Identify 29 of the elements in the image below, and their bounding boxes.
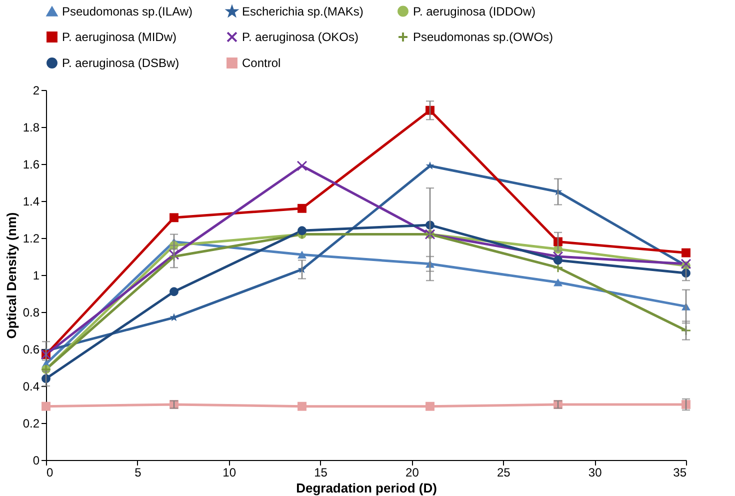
y-tick-label: 1.6 bbox=[22, 158, 40, 172]
y-tick-label: 0.8 bbox=[22, 306, 40, 320]
y-tick-label: 0 bbox=[32, 454, 40, 468]
x-tick-label: 5 bbox=[134, 466, 142, 480]
y-tick-label: 1.2 bbox=[22, 232, 40, 246]
x-tick-label: 0 bbox=[46, 466, 54, 480]
x-tick-label: 20 bbox=[406, 466, 420, 480]
y-tick-label: 0.6 bbox=[22, 342, 40, 356]
y-tick-label: 0.4 bbox=[22, 380, 40, 394]
y-tick-label: 1 bbox=[32, 268, 40, 282]
legend-label: P. aeruginosa (MIDw) bbox=[62, 30, 176, 44]
x-tick-label: 10 bbox=[222, 466, 236, 480]
y-tick-label: 1.4 bbox=[22, 194, 40, 208]
y-tick-label: 2 bbox=[32, 84, 40, 98]
y-axis-title: Optical Density (nm) bbox=[4, 212, 19, 339]
x-tick-label: 25 bbox=[496, 466, 511, 480]
x-tick-label: 15 bbox=[314, 466, 328, 480]
y-tick-label: 0.2 bbox=[22, 416, 40, 430]
legend-label: Pseudomonas sp.(OWOs) bbox=[413, 30, 554, 44]
x-tick-label: 30 bbox=[588, 466, 602, 480]
legend-label: P. aeruginosa (DSBw) bbox=[62, 56, 180, 70]
legend-label: Control bbox=[242, 56, 281, 70]
legend-label: P. aeruginosa (OKOs) bbox=[242, 30, 359, 44]
x-axis-title: Degradation period (D) bbox=[296, 480, 437, 496]
legend-label: P. aeruginosa (IDDOw) bbox=[413, 4, 536, 18]
legend-label: Escherichia sp.(MAKs) bbox=[242, 4, 364, 19]
x-tick-label: 35 bbox=[673, 466, 687, 480]
legend-label: Pseudomonas sp.(ILAw) bbox=[62, 4, 193, 19]
y-tick-label: 1.8 bbox=[22, 120, 40, 134]
